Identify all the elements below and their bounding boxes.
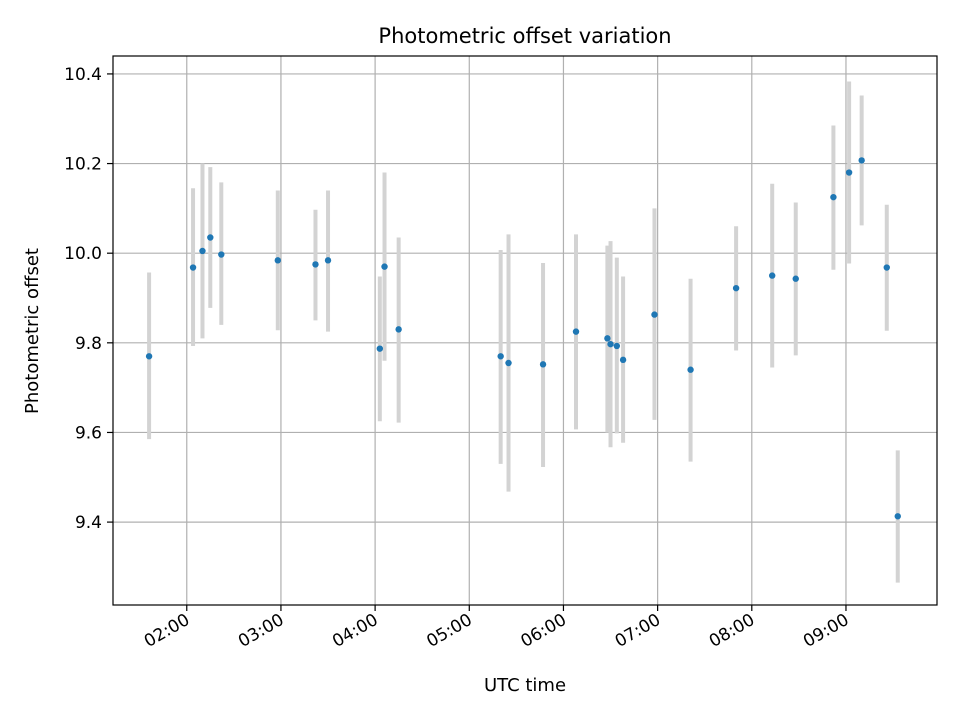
data-point	[845, 169, 853, 176]
data-point	[769, 272, 776, 279]
y-tick-label: 9.8	[75, 334, 102, 354]
data-point	[381, 263, 388, 270]
data-point	[312, 261, 319, 268]
data-point	[199, 247, 206, 255]
data-point	[189, 264, 197, 271]
data-point	[607, 340, 614, 348]
y-tick-label: 10.2	[64, 155, 102, 175]
data-point	[572, 328, 580, 335]
y-tick-label: 10.0	[64, 244, 102, 264]
data-point	[883, 264, 890, 271]
chart-title: Photometric offset variation	[378, 24, 671, 48]
data-point	[207, 234, 214, 241]
data-point	[145, 353, 153, 360]
data-point	[539, 361, 547, 368]
data-point	[732, 284, 740, 292]
x-axis-label: UTC time	[484, 675, 566, 696]
y-tick-label: 10.4	[64, 65, 102, 85]
data-point	[604, 335, 611, 342]
data-point	[858, 157, 865, 164]
data-point	[274, 257, 281, 264]
y-axis-label: Photometric offset	[22, 248, 43, 414]
data-point	[497, 353, 504, 360]
y-tick-label: 9.4	[75, 513, 102, 533]
y-tick-label: 9.6	[75, 423, 102, 443]
plot-frame	[112, 55, 938, 606]
data-point	[218, 251, 225, 258]
data-point	[395, 326, 402, 333]
data-point	[830, 193, 837, 201]
data-point	[894, 513, 901, 520]
y-axis: 9.4 9.6 9.8 10.0 10.2 10.4	[64, 65, 113, 533]
data-point	[613, 342, 621, 350]
data-point	[792, 275, 799, 282]
data-point	[687, 366, 694, 373]
data-point	[505, 359, 512, 367]
data-point	[376, 345, 384, 352]
data-point	[619, 356, 627, 364]
data-points	[145, 157, 901, 520]
data-point	[324, 257, 332, 264]
data-point	[651, 311, 658, 318]
grid	[113, 56, 937, 605]
